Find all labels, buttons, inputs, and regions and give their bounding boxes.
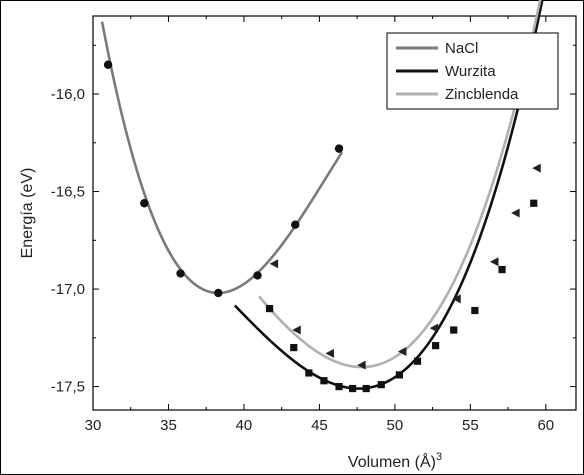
data-point-wurzita: [413, 357, 422, 365]
data-point-wurzita: [362, 384, 370, 393]
x-tick-label: 35: [160, 417, 177, 434]
legend-label-wurzita: Wurzita: [445, 63, 496, 80]
data-point-nacl: [103, 60, 113, 69]
data-point-zincblenda: [357, 360, 366, 370]
y-tick-label: -17,0: [51, 281, 85, 298]
data-point-wurzita: [432, 342, 440, 350]
y-tick-label: -17,5: [51, 379, 85, 396]
data-point-nacl: [176, 269, 185, 278]
data-point-wurzita: [530, 199, 538, 207]
x-tick-label: 55: [462, 417, 479, 434]
legend-label-nacl: NaCl: [445, 40, 478, 57]
data-point-zincblenda: [325, 348, 334, 358]
data-point-wurzita: [450, 326, 458, 334]
data-point-wurzita: [335, 382, 343, 391]
x-tick-label: 60: [537, 417, 554, 434]
data-point-wurzita: [265, 304, 274, 313]
data-point-wurzita: [498, 265, 506, 274]
x-tick-label: 50: [387, 417, 404, 434]
y-tick-label: -16,5: [51, 184, 85, 201]
data-point-wurzita: [290, 343, 298, 352]
data-point-zincblenda: [452, 294, 461, 304]
x-tick-label: 45: [311, 417, 328, 434]
data-point-zincblenda: [489, 257, 499, 267]
x-axis: 30 35 40 45 50 55 60: [85, 16, 554, 434]
data-point-nacl: [334, 144, 344, 153]
data-point-nacl: [253, 271, 262, 280]
curve-nacl: [100, 21, 344, 295]
y-axis-title: Energía (eV): [19, 168, 36, 259]
x-axis-title-superscript: 3: [436, 451, 442, 463]
data-point-nacl: [214, 288, 223, 298]
legend-label-zincblenda: Zincblenda: [445, 86, 519, 103]
data-point-zincblenda: [269, 259, 279, 269]
data-point-zincblenda: [511, 208, 520, 218]
data-point-zincblenda: [429, 323, 439, 333]
plot-area: [92, 15, 577, 411]
x-tick-label: 30: [85, 417, 102, 434]
data-point-wurzita: [320, 377, 328, 385]
y-axis: -17,5 -17,0 -16,5 -16,0: [51, 44, 576, 396]
y-tick-label: -16,0: [51, 86, 85, 103]
data-point-wurzita: [471, 306, 479, 315]
data-point-nacl: [140, 199, 149, 208]
x-tick-label: 40: [236, 417, 253, 434]
legend: NaCl Wurzita Zincblenda: [386, 32, 559, 110]
data-point-zincblenda: [292, 325, 301, 335]
data-point-wurzita: [377, 381, 385, 389]
x-axis-title: Volumen (Å)3: [348, 451, 442, 471]
data-point-nacl: [291, 220, 300, 229]
data-point-zincblenda: [397, 346, 407, 356]
curve-zincblenda: [258, 0, 542, 369]
series-markers: [103, 60, 541, 393]
data-point-zincblenda: [532, 163, 541, 173]
data-point-wurzita: [395, 371, 404, 379]
data-point-wurzita: [305, 369, 313, 377]
data-point-wurzita: [349, 384, 357, 393]
